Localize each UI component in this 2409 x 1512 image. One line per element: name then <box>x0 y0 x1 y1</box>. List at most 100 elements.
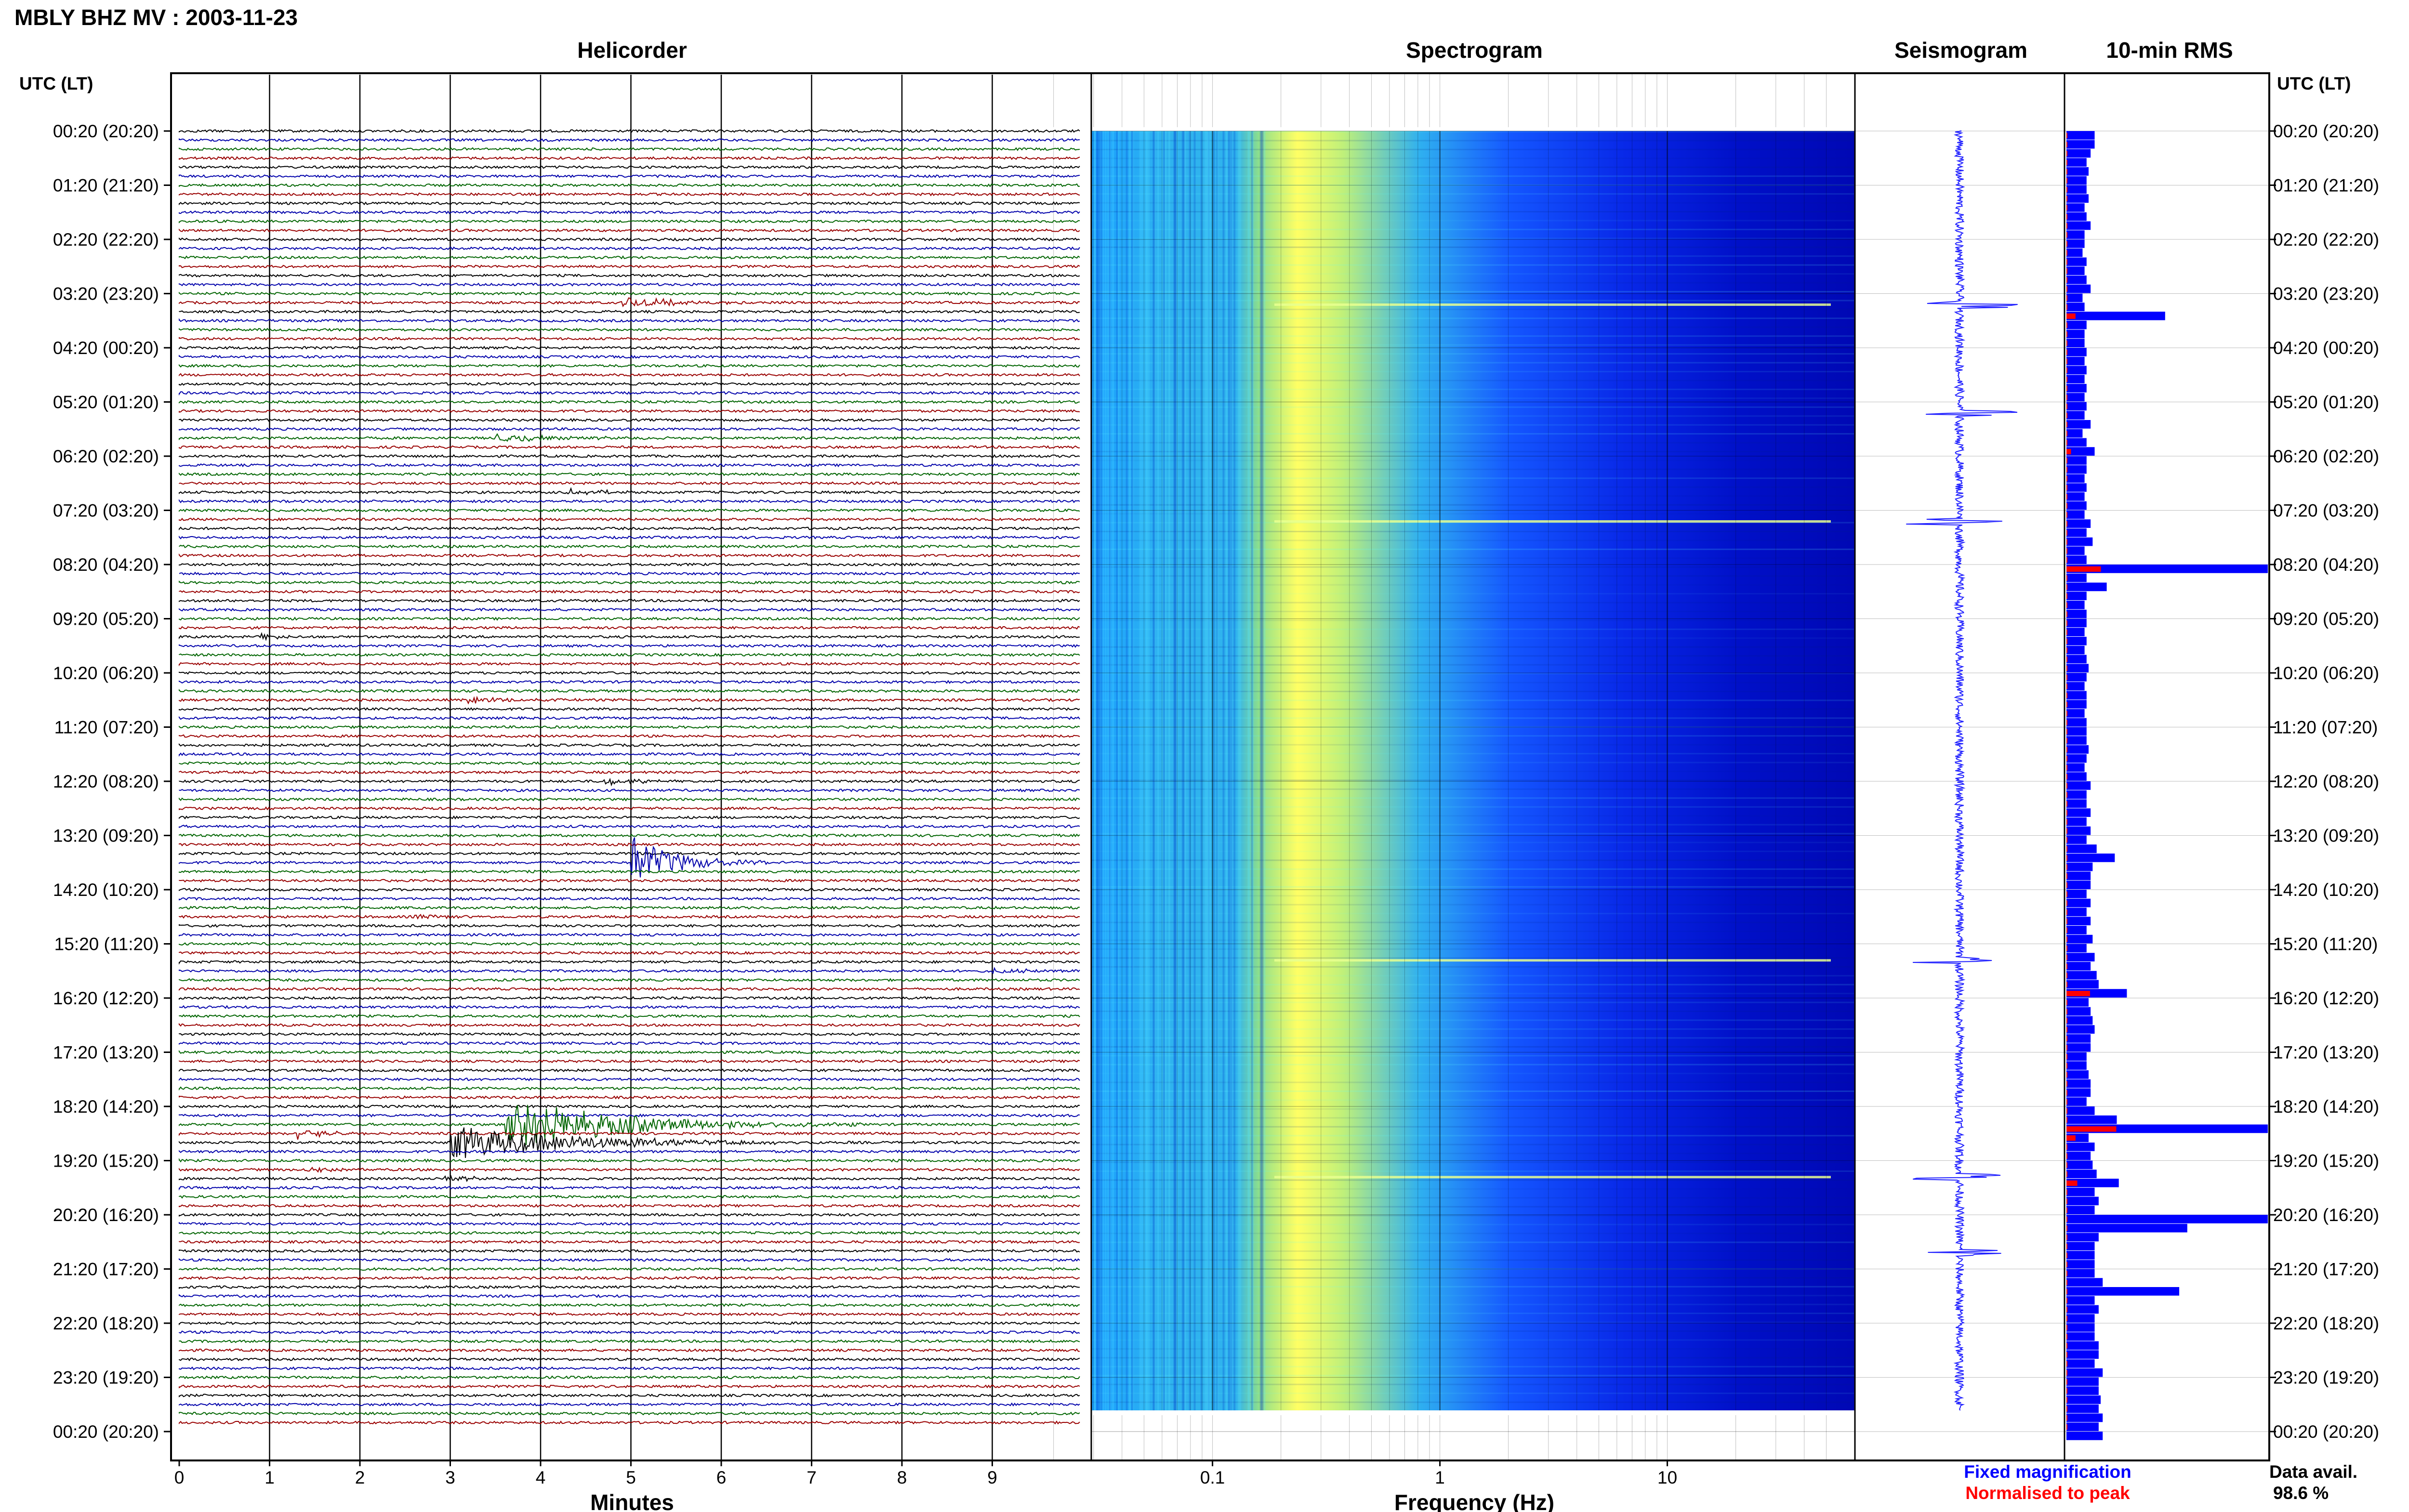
rms-bar-normalised <box>2066 991 2090 997</box>
seismogram-title: Seismogram <box>1894 38 2027 63</box>
hour-label-left: 20:20 (16:20) <box>53 1205 159 1225</box>
spectrogram-column-texture <box>1176 131 1178 1410</box>
rms-bar-normalised <box>2066 575 2067 581</box>
spectrogram-row-texture <box>1091 1055 1855 1057</box>
rms-title: 10-min RMS <box>2106 38 2233 63</box>
rms-bar-fixed <box>2066 953 2095 961</box>
rms-bar-fixed <box>2066 257 2087 266</box>
spectrogram-row-texture <box>1091 1313 1855 1315</box>
spectrogram-column-texture <box>1248 131 1251 1410</box>
rms-bar-fixed <box>2066 1413 2103 1422</box>
spectrogram-row-texture <box>1091 202 1855 204</box>
rms-bar-normalised <box>2066 1361 2067 1367</box>
spectrogram-column-texture <box>1207 131 1210 1410</box>
spectrogram-row-texture <box>1091 1277 1855 1279</box>
rms-bar-fixed <box>2066 1377 2099 1386</box>
rms-bar-normalised <box>2066 810 2067 816</box>
rms-bar-normalised <box>2066 801 2067 807</box>
spectrogram-row-texture <box>1091 566 1855 568</box>
rms-bar-normalised <box>2066 702 2067 708</box>
spectrogram-row-texture <box>1091 1046 1855 1048</box>
rms-bar-fixed <box>2066 862 2093 871</box>
spectrogram-column-texture <box>1247 131 1249 1410</box>
rms-bar-normalised <box>2066 404 2067 409</box>
hour-label-left: 17:20 (13:20) <box>53 1043 159 1063</box>
rms-bar-fixed <box>2066 826 2091 835</box>
spectrogram-row-texture <box>1091 1188 1855 1190</box>
spectrogram-event-line <box>1274 1176 1831 1179</box>
helicorder-trace-row <box>179 716 1080 721</box>
spectrogram-row-texture <box>1091 1303 1855 1305</box>
spectrogram-row-texture <box>1091 308 1855 310</box>
spectrogram-row-texture <box>1091 282 1855 284</box>
rms-bar-normalised <box>2066 331 2067 337</box>
spectrogram-row-texture <box>1091 477 1855 479</box>
helicorder-trace-row <box>179 255 1080 260</box>
spectrogram-row-texture <box>1091 619 1855 621</box>
spectrogram-row-texture <box>1091 495 1855 497</box>
spectrogram-column-texture <box>1229 131 1231 1410</box>
rms-bar-normalised <box>2066 747 2067 752</box>
spectrogram-row-texture <box>1091 468 1855 470</box>
hour-label-left: 09:20 (05:20) <box>53 609 159 629</box>
spectrogram-row-texture <box>1091 460 1855 461</box>
rms-bar-normalised <box>2066 602 2067 608</box>
spectrogram-row-texture <box>1091 1206 1855 1208</box>
rms-bar-fixed <box>2066 601 2085 609</box>
rms-panel <box>2065 131 2269 1440</box>
rms-bar-normalised <box>2066 223 2067 229</box>
minute-tick-label: 3 <box>445 1468 455 1487</box>
helicorder-trace-row <box>179 508 1080 513</box>
rms-bar-normalised <box>2066 1081 2067 1087</box>
spectrogram-image <box>1091 131 1855 1410</box>
helicorder-trace-row <box>179 1393 1080 1398</box>
hour-label-right: 07:20 (03:20) <box>2273 501 2379 521</box>
helicorder-trace-row <box>179 1303 1080 1307</box>
helicorder-trace-row <box>179 201 1080 206</box>
spectrogram-column-texture <box>1143 131 1146 1410</box>
rms-bar-normalised <box>2066 1288 2067 1294</box>
spectrogram-column-texture <box>1125 131 1128 1410</box>
spectrogram-row-texture <box>1091 948 1855 950</box>
rms-bar-normalised <box>2066 1126 2117 1132</box>
rms-bar-fixed <box>2066 628 2085 636</box>
spectrogram-row-texture <box>1091 1011 1855 1012</box>
rms-bar-fixed <box>2066 149 2091 158</box>
rms-bar-fixed <box>2066 736 2087 745</box>
rms-bar-normalised <box>2066 630 2067 635</box>
spectrogram-row-texture <box>1091 131 1855 132</box>
spectrogram-row-texture <box>1091 984 1855 986</box>
spectrogram-row-texture <box>1091 744 1855 746</box>
rms-bar-fixed <box>2066 420 2091 429</box>
helicorder-trace-row <box>179 364 1080 368</box>
helicorder-trace-row <box>179 1113 1080 1118</box>
helicorder-trace-row <box>179 896 1080 901</box>
helicorder-trace-row <box>179 463 1080 468</box>
rms-bar-fixed <box>2066 293 2083 302</box>
hour-label-left: 06:20 (02:20) <box>53 447 159 466</box>
rms-bar-fixed <box>2066 1179 2119 1187</box>
rms-bar-normalised <box>2066 828 2067 834</box>
rms-bar-normalised <box>2066 963 2067 969</box>
rms-bar-fixed <box>2066 248 2083 257</box>
rms-bar-normalised <box>2066 322 2067 328</box>
rms-bar-fixed <box>2066 934 2093 944</box>
helicorder-trace-row <box>179 1050 1080 1054</box>
rms-bar-normalised <box>2066 250 2067 256</box>
spectrogram-row-texture <box>1091 1197 1855 1199</box>
spectrogram-row-texture <box>1091 771 1855 772</box>
spectrogram-column-texture <box>1193 131 1196 1410</box>
rms-bar-fixed <box>2066 890 2087 898</box>
rms-bar-normalised <box>2066 394 2067 400</box>
rms-bar-normalised <box>2066 982 2067 987</box>
hour-label-left: 08:20 (04:20) <box>53 555 159 575</box>
rms-bar-normalised <box>2066 1090 2067 1096</box>
spectrogram-row-texture <box>1091 1161 1855 1163</box>
rms-bar-normalised <box>2066 1244 2067 1249</box>
helicorder-trace-row <box>179 1095 1080 1100</box>
rms-bar-normalised <box>2066 666 2067 671</box>
helicorder-trace-row <box>179 837 1080 878</box>
spectrogram-column-texture <box>1100 131 1103 1410</box>
rms-bar-fixed <box>2066 438 2087 447</box>
hour-label-left: 10:20 (06:20) <box>53 663 159 683</box>
